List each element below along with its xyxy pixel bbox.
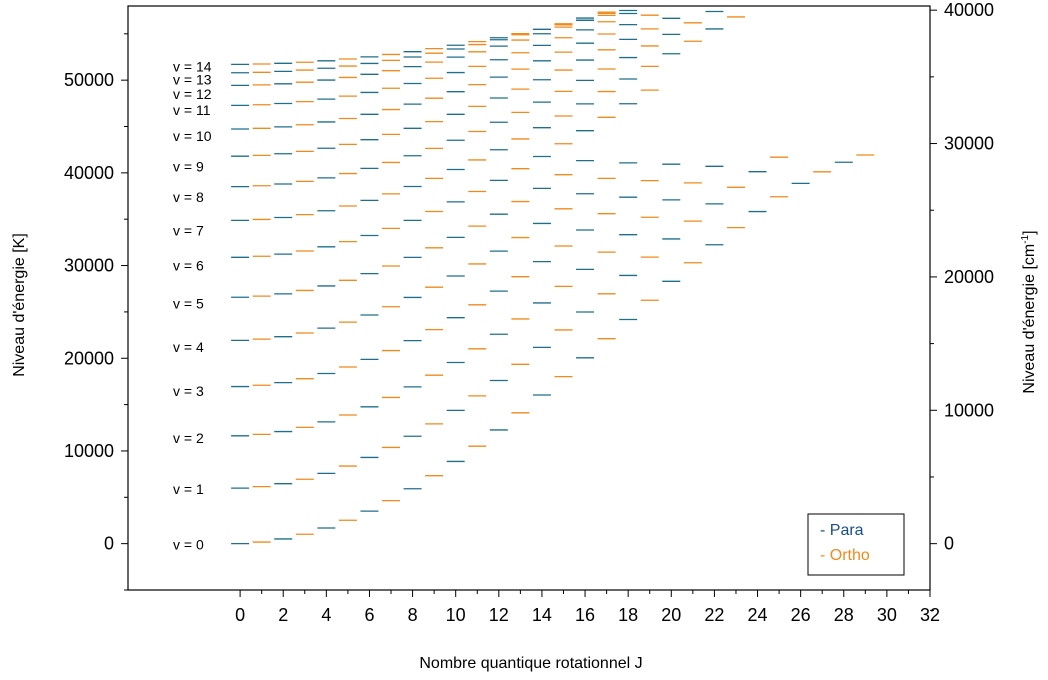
x-axis-label: Nombre quantique rotationnel J — [419, 655, 642, 672]
x-tick-label: 30 — [877, 605, 897, 625]
y-left-tick-label: 30000 — [64, 256, 114, 276]
vibrational-label: v = 4 — [173, 339, 204, 355]
x-tick-label: 6 — [364, 605, 374, 625]
plot-frame — [128, 6, 930, 590]
x-tick-label: 4 — [321, 605, 331, 625]
legend-item-para: - Para — [820, 522, 864, 539]
x-tick-label: 0 — [235, 605, 245, 625]
legend-item-ortho: - Ortho — [820, 547, 870, 564]
y-axis-label-right-base: Niveau d'énergie [cm — [1021, 244, 1038, 394]
x-tick-label: 10 — [446, 605, 466, 625]
x-tick-label: 20 — [661, 605, 681, 625]
x-tick-label: 28 — [834, 605, 854, 625]
x-tick-label: 14 — [532, 605, 552, 625]
y-axis-label-left: Niveau d'énergie [K] — [11, 233, 28, 377]
vibrational-label: v = 12 — [173, 86, 212, 102]
x-tick-label: 32 — [920, 605, 940, 625]
y-axis-label-right: Niveau d'énergie [cm-1] — [1020, 230, 1038, 393]
rotational-levels — [231, 11, 874, 544]
x-tick-label: 22 — [704, 605, 724, 625]
vibrational-label: v = 5 — [173, 296, 204, 312]
x-tick-label: 24 — [748, 605, 768, 625]
legend: - Para - Ortho — [808, 514, 904, 575]
y-left-tick-label: 20000 — [64, 348, 114, 368]
vibrational-label: v = 14 — [173, 58, 212, 74]
y-right-tick-label: 40000 — [944, 0, 994, 20]
x-tick-label: 2 — [278, 605, 288, 625]
vibrational-label: v = 6 — [173, 258, 204, 274]
y-left-tick-label: 10000 — [64, 441, 114, 461]
y-left-tick-label: 50000 — [64, 70, 114, 90]
vibrational-label: v = 0 — [173, 537, 204, 553]
vibrational-label: v = 9 — [173, 158, 204, 174]
x-tick-label: 8 — [408, 605, 418, 625]
y-right-tick-label: 20000 — [944, 267, 994, 287]
x-tick-label: 26 — [791, 605, 811, 625]
y-left-tick-label: 40000 — [64, 163, 114, 183]
vibrational-label: v = 3 — [173, 383, 204, 399]
y-axis-label-right-close: ] — [1021, 230, 1038, 234]
vibrational-label: v = 11 — [173, 102, 211, 118]
x-tick-label: 18 — [618, 605, 638, 625]
y-left-tick-label: 0 — [104, 534, 114, 554]
vibrational-label: v = 2 — [173, 430, 204, 446]
vibrational-label: v = 8 — [173, 189, 204, 205]
vibrational-label: v = 1 — [173, 481, 204, 497]
vibrational-label: v = 10 — [173, 128, 212, 144]
x-tick-label: 16 — [575, 605, 595, 625]
y-right-tick-label: 30000 — [944, 134, 994, 154]
vibrational-labels: v = 0 v = 1 v = 2 v = 3 v = 4 v = 5 v = 6 v = 7… — [173, 58, 212, 552]
x-tick-label: 12 — [489, 605, 509, 625]
y-right-tick-label: 10000 — [944, 400, 994, 420]
vibrational-label: v = 7 — [173, 222, 204, 238]
y-right-tick-label: 0 — [944, 534, 954, 554]
